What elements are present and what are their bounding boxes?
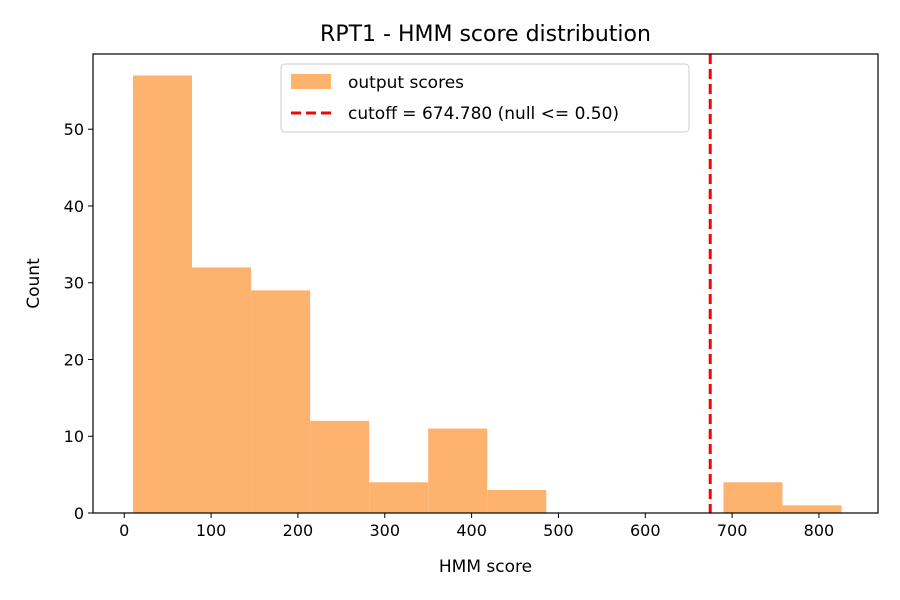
bars-layer xyxy=(132,75,842,513)
x-tick-label: 400 xyxy=(456,521,487,540)
x-tick-label: 700 xyxy=(717,521,748,540)
legend: output scores cutoff = 674.780 (null <= … xyxy=(280,63,690,133)
x-axis-label: HMM score xyxy=(439,557,532,577)
y-tick-label: 30 xyxy=(64,274,84,293)
x-tick-label: 200 xyxy=(283,521,314,540)
y-tick-label: 50 xyxy=(64,120,84,139)
histogram-bar-11 xyxy=(782,505,842,513)
legend-label-output-scores: output scores xyxy=(348,73,464,93)
histogram-bar-3 xyxy=(310,420,370,513)
y-tick-label: 40 xyxy=(64,197,84,216)
legend-label-cutoff: cutoff = 674.780 (null <= 0.50) xyxy=(348,104,619,124)
histogram-bar-2 xyxy=(251,290,311,513)
y-axis-label: Count xyxy=(24,258,44,309)
histogram-bar-10 xyxy=(723,482,783,513)
chart-title: RPT1 - HMM score distribution xyxy=(320,22,651,47)
histogram-bar-4 xyxy=(369,482,429,513)
x-tick-label: 0 xyxy=(119,521,129,540)
x-ticks: 0 100 200 300 400 500 600 700 800 xyxy=(119,513,834,540)
x-tick-label: 800 xyxy=(804,521,835,540)
histogram-bar-6 xyxy=(487,489,547,513)
y-tick-label: 10 xyxy=(64,427,84,446)
x-tick-label: 300 xyxy=(369,521,400,540)
x-tick-label: 600 xyxy=(630,521,661,540)
histogram-bar-0 xyxy=(132,75,192,513)
plot-area-frame xyxy=(92,53,879,514)
x-tick-label: 500 xyxy=(543,521,574,540)
legend-swatch-output-scores xyxy=(291,74,331,89)
histogram-bar-1 xyxy=(191,267,252,513)
histogram-bar-5 xyxy=(428,428,488,513)
y-tick-label: 0 xyxy=(74,504,84,523)
y-tick-label: 20 xyxy=(64,350,84,369)
x-tick-label: 100 xyxy=(196,521,227,540)
y-ticks: 0 10 20 30 40 50 xyxy=(64,120,93,523)
legend-box xyxy=(280,63,690,133)
